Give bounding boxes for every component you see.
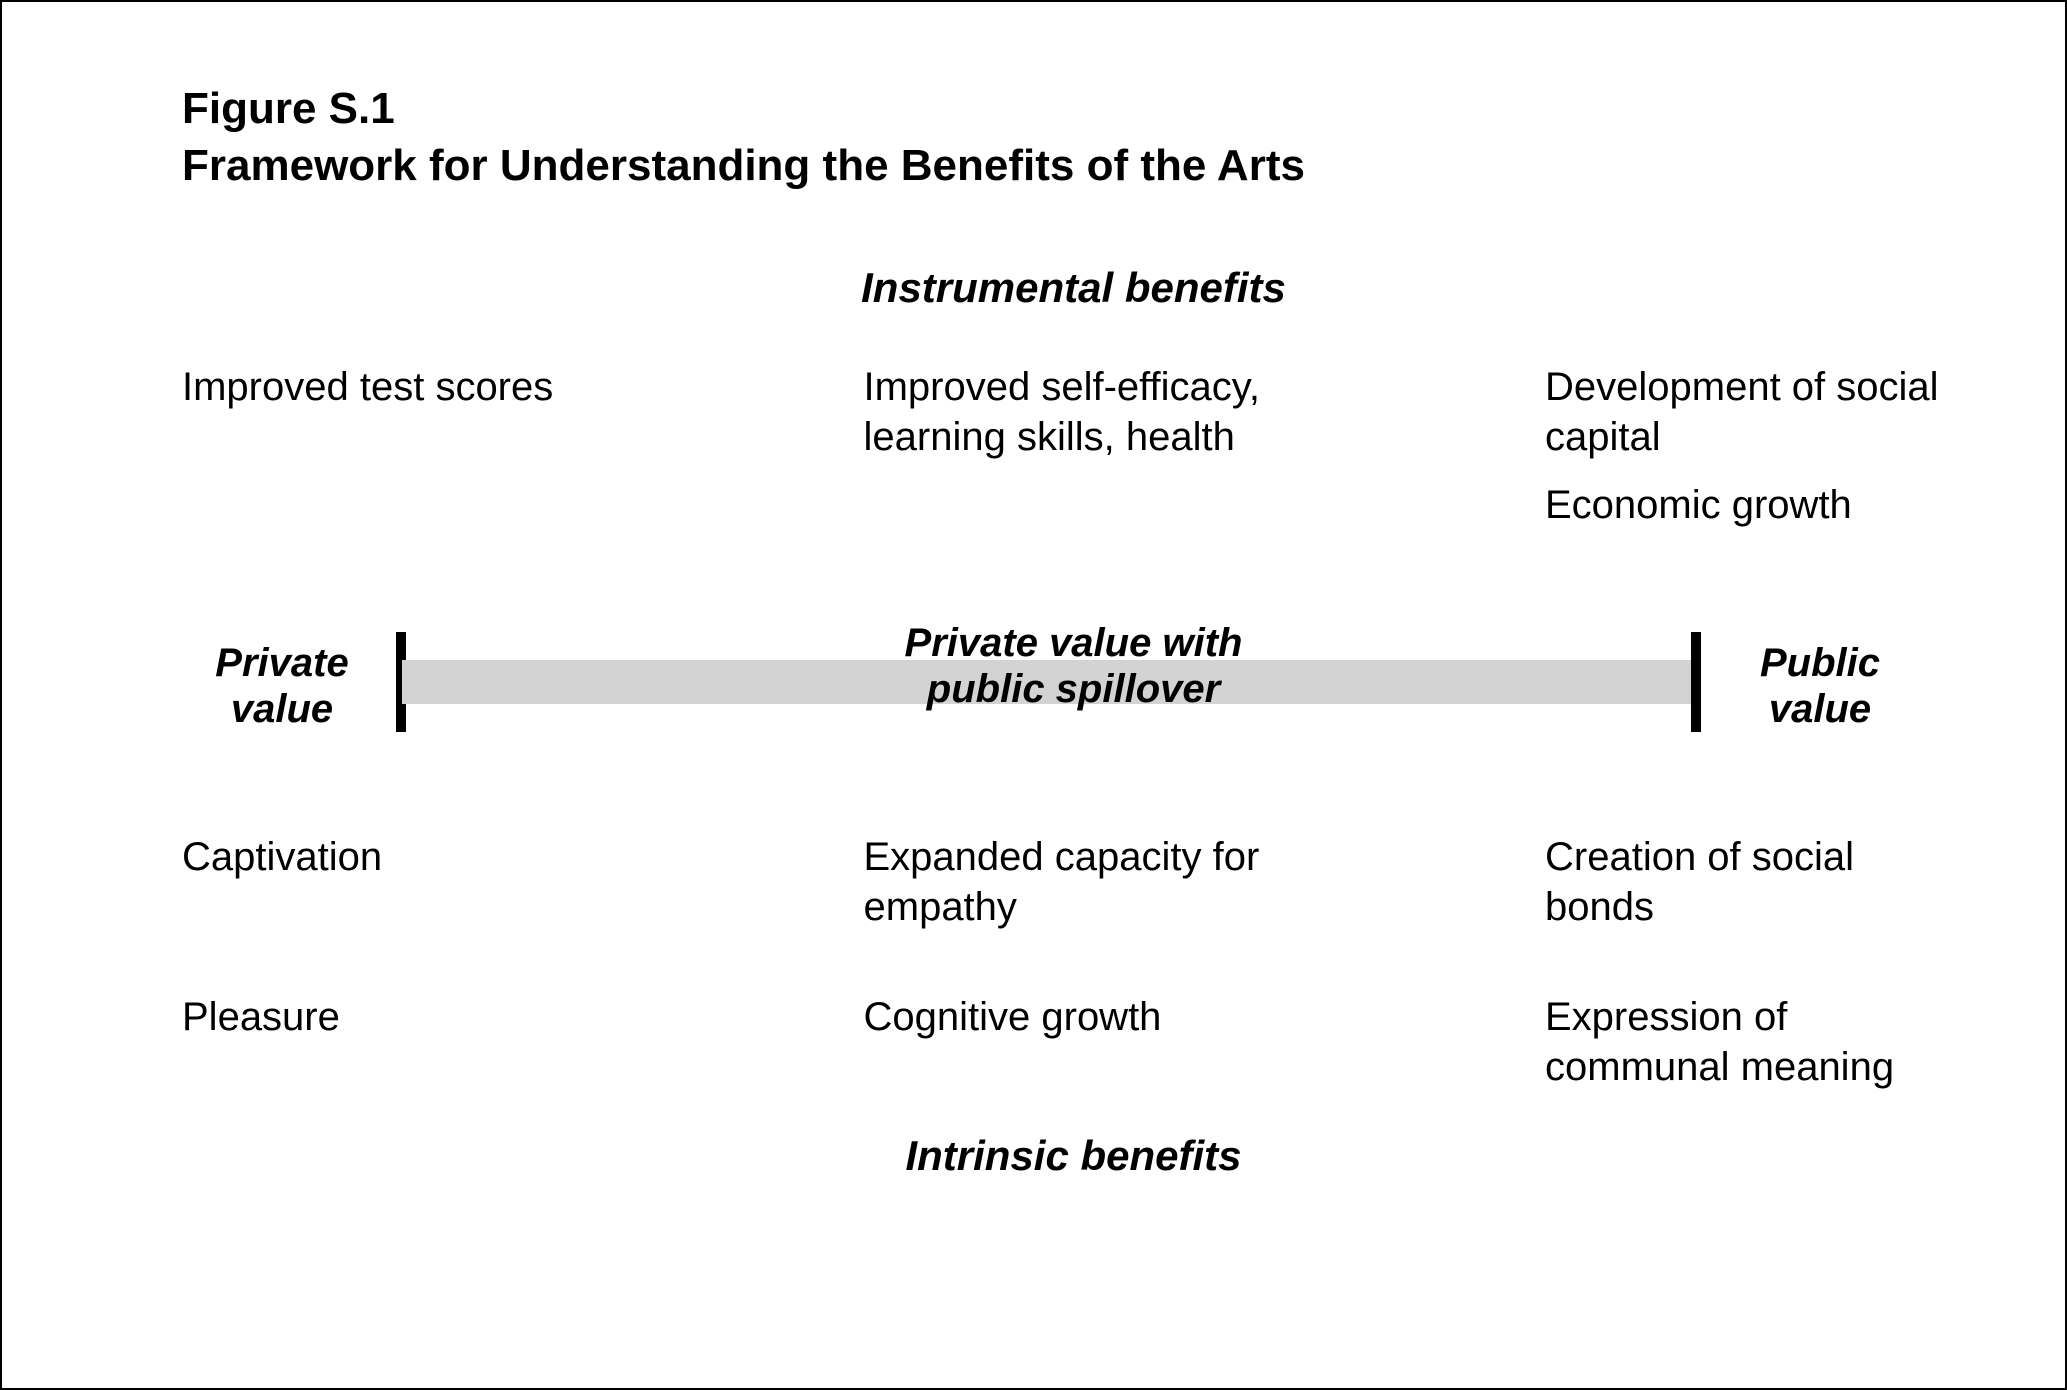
figure-label: Figure S.1 [182, 80, 1965, 137]
intrinsic-left-1: Captivation [182, 832, 602, 882]
instrumental-left-cell: Improved test scores [182, 362, 602, 412]
intrinsic-right-2: Expression of communal meaning [1545, 992, 1965, 1092]
axis-label-public: Public value [1715, 640, 1925, 732]
figure-title: Framework for Understanding the Benefits… [182, 137, 1965, 194]
instrumental-benefits-heading: Instrumental benefits [182, 264, 1965, 312]
intrinsic-right-1: Creation of social bonds [1545, 832, 1965, 932]
intrinsic-mid-1: Expanded capacity for empathy [864, 832, 1404, 932]
intrinsic-benefits-heading: Intrinsic benefits [182, 1132, 1965, 1180]
instrumental-right-cell: Development of social capital Economic g… [1545, 362, 1965, 548]
axis-label-private: Private value [182, 640, 382, 732]
axis-label-spillover: Private value with public spillover [874, 620, 1274, 712]
instrumental-row: Improved test scores Improved self-effic… [182, 362, 1965, 582]
instrumental-right-item-2: Economic growth [1545, 480, 1965, 530]
figure-frame: Figure S.1 Framework for Understanding t… [0, 0, 2067, 1390]
instrumental-mid-cell: Improved self-efficacy, learning skills,… [864, 362, 1404, 462]
intrinsic-mid-2: Cognitive growth [864, 992, 1404, 1042]
value-axis: Private value Private value with public … [182, 602, 1965, 792]
axis-tick-right [1691, 632, 1701, 732]
intrinsic-row-2: Pleasure Cognitive growth Expression of … [182, 992, 1965, 1132]
intrinsic-left-2: Pleasure [182, 992, 602, 1042]
instrumental-right-item-1: Development of social capital [1545, 362, 1965, 462]
intrinsic-row-1: Captivation Expanded capacity for empath… [182, 832, 1965, 992]
